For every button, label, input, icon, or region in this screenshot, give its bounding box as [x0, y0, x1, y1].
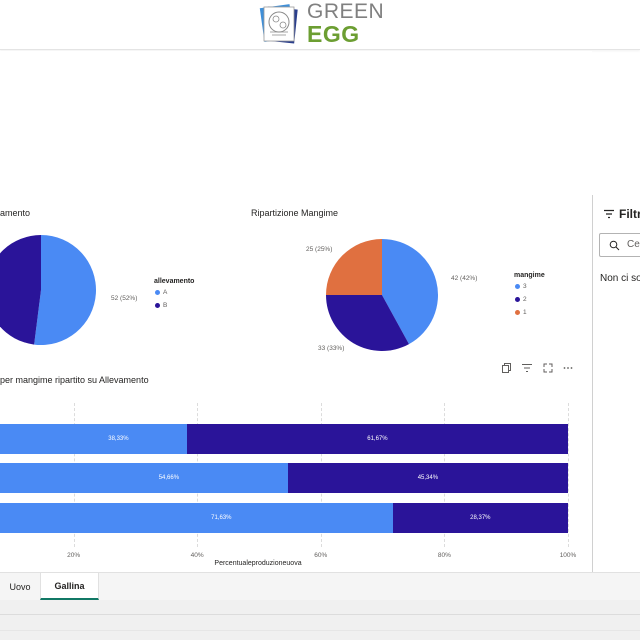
search-placeholder: Cerca — [627, 239, 640, 250]
tab-uovo[interactable]: Uovo — [9, 581, 31, 592]
pie2-slice-3[interactable] — [382, 239, 438, 345]
x-tick-label: 40% — [190, 552, 204, 559]
pie1-chart[interactable] — [0, 234, 120, 354]
bar-chart-title: per mangime ripartito su Allevamento — [0, 375, 149, 385]
filter-icon[interactable] — [521, 362, 533, 374]
pie1-title: amento — [0, 208, 31, 218]
x-tick-label: 20% — [67, 552, 81, 559]
pie2-legend-item-3[interactable]: 3 — [515, 283, 527, 290]
bar-segment-a[interactable]: 71,63% — [0, 503, 393, 533]
bar-segment-b[interactable]: 61,67% — [186, 424, 568, 454]
legend-marker — [515, 297, 520, 302]
pie1-slice-B[interactable] — [0, 235, 41, 345]
tab-gallina[interactable]: Gallina — [40, 573, 99, 600]
pie2-title: Ripartizione Mangime — [251, 208, 339, 218]
brand-line1: GREEN — [307, 0, 385, 23]
pie2-legend-item-2[interactable]: 2 — [515, 296, 527, 303]
legend-marker — [515, 284, 520, 289]
legend-label: 1 — [523, 309, 527, 316]
pie2-slice-label-3: 42 (42%) — [451, 275, 478, 282]
x-axis-title: Percentualeproduzioneuova — [214, 560, 302, 567]
pie2-slice-1[interactable] — [326, 239, 382, 295]
filters-empty-message: Non ci sono filtri — [600, 273, 640, 284]
legend-marker — [155, 303, 160, 308]
x-tick-label: 100% — [559, 552, 577, 559]
filter-pane-icon — [604, 209, 614, 219]
pie1-slice-A[interactable] — [34, 235, 97, 345]
copy-icon[interactable] — [501, 362, 513, 374]
legend-label: A — [163, 289, 168, 296]
pie1-legend-item-a[interactable]: A — [155, 289, 167, 296]
pie2-chart[interactable] — [320, 233, 444, 357]
bar-segment-a[interactable]: 38,33% — [0, 424, 187, 454]
report-canvas: amento 52 (52%) allevamento A B Ripartiz… — [0, 51, 592, 572]
legend-marker — [155, 290, 160, 295]
status-area — [0, 600, 640, 640]
pie1-legend-title: allevamento — [154, 278, 195, 285]
brand-name: GREEN EGG — [307, 0, 385, 47]
focus-mode-icon[interactable] — [542, 362, 554, 374]
pie1-legend-item-b[interactable]: B — [155, 302, 167, 309]
legend-label: B — [163, 302, 168, 309]
filters-pane: Filtri Cerca Non ci sono filtri — [592, 195, 640, 572]
x-tick-label: 60% — [314, 552, 328, 559]
gridline — [568, 403, 569, 547]
pie2-legend-item-1[interactable]: 1 — [515, 309, 527, 316]
legend-marker — [515, 310, 520, 315]
pie2-legend-title: mangime — [514, 272, 545, 279]
divider — [0, 630, 640, 631]
more-options-icon[interactable] — [562, 362, 574, 374]
legend-label: 2 — [523, 296, 527, 303]
pie2-slice-label-1: 25 (25%) — [306, 246, 333, 253]
filters-title: Filtri — [619, 207, 640, 221]
legend-label: 3 — [523, 283, 527, 290]
pie2-slice-label-2: 33 (33%) — [318, 345, 345, 352]
search-icon — [609, 240, 620, 251]
bar-segment-b[interactable]: 28,37% — [392, 503, 568, 533]
page-tabs: Uovo Gallina — [0, 572, 640, 600]
bar-segment-a[interactable]: 54,66% — [0, 463, 288, 493]
header-bar: GREEN EGG — [0, 0, 640, 50]
pie2-slice-2[interactable] — [326, 295, 409, 351]
bar-segment-b[interactable]: 45,34% — [287, 463, 568, 493]
pie1-slice-label-a: 52 (52%) — [111, 295, 138, 302]
green-egg-logo-icon — [259, 4, 298, 44]
filters-search-input[interactable]: Cerca — [599, 233, 640, 257]
divider — [0, 614, 640, 615]
brand-line2: EGG — [307, 21, 360, 47]
x-tick-label: 80% — [437, 552, 451, 559]
